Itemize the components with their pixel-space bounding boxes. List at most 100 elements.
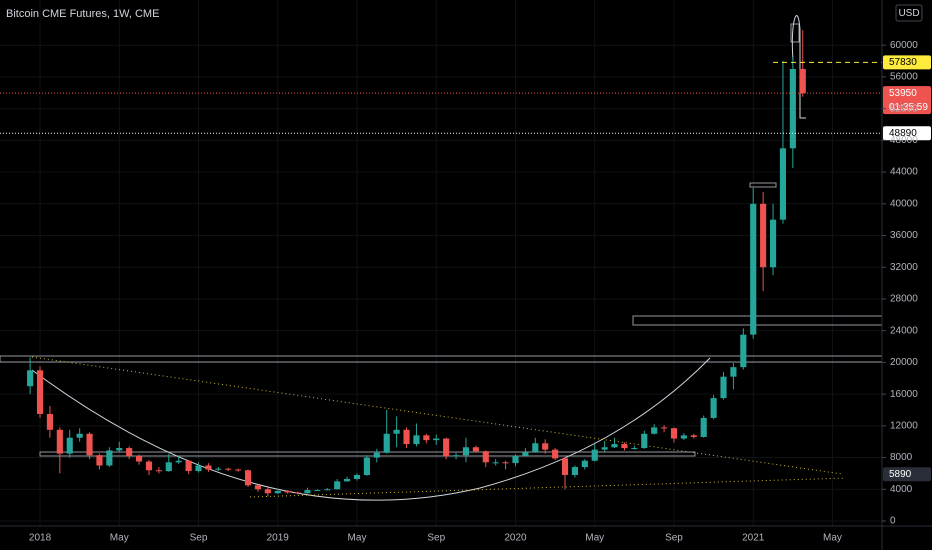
candle-body <box>106 450 113 466</box>
candle-body <box>145 461 153 471</box>
candle-body <box>403 429 410 445</box>
x-tick-label: Sep <box>190 533 208 544</box>
candle-body <box>353 475 361 479</box>
x-tick-label: May <box>110 533 129 544</box>
candle-body <box>155 470 162 472</box>
candle-body <box>264 489 271 494</box>
candle-body <box>740 334 747 368</box>
candle-body <box>86 433 93 456</box>
candle-body <box>393 429 400 434</box>
y-tick-label: 44000 <box>890 167 918 178</box>
candle-body <box>175 460 182 463</box>
candle-body <box>690 435 697 437</box>
price-tag <box>883 126 931 141</box>
candle-body <box>46 413 53 430</box>
candle-body <box>472 447 479 452</box>
countdown: 01:35:59 <box>889 102 928 113</box>
candle-body <box>314 490 321 492</box>
y-tick-label: 24000 <box>890 325 918 336</box>
candle-body <box>304 490 311 494</box>
candle-body <box>126 448 133 456</box>
x-tick-label: 2018 <box>29 533 52 544</box>
candle-body <box>294 492 301 494</box>
grid <box>0 0 882 526</box>
candle-body <box>373 452 380 458</box>
candle-body <box>482 451 489 463</box>
y-tick-label: 20000 <box>890 357 918 368</box>
candle-body <box>433 438 440 441</box>
y-tick-label: 52000 <box>890 103 918 114</box>
candle-body <box>383 433 390 453</box>
price-tag-label: 48890 <box>889 128 917 139</box>
candle-body <box>185 460 192 472</box>
y-tick-label: 56000 <box>890 72 918 83</box>
candle-body <box>512 455 519 464</box>
candle-body <box>611 444 618 448</box>
candle-body <box>760 203 767 268</box>
candle-body <box>571 467 578 476</box>
price-tag-label: 53950 <box>889 88 917 99</box>
candle-body <box>581 460 588 468</box>
price-tag-label: 5890 <box>889 469 912 480</box>
candle-body <box>413 435 420 445</box>
candle-body <box>651 427 658 434</box>
candle-body <box>284 490 291 493</box>
candle-body <box>799 68 806 94</box>
candle-body <box>641 433 648 449</box>
y-tick-label: 60000 <box>890 40 918 51</box>
candle-body <box>244 470 252 486</box>
y-tick-label: 4000 <box>890 484 913 495</box>
price-tag <box>883 55 931 70</box>
candle-body <box>96 455 103 466</box>
candles <box>27 30 806 497</box>
candle-body <box>136 455 143 462</box>
candle-body <box>443 438 450 456</box>
y-tick-label: 48000 <box>890 135 918 146</box>
candle-body <box>542 443 549 450</box>
currency[interactable]: USD <box>898 8 919 19</box>
candle-body <box>720 376 727 399</box>
x-tick-label: 2019 <box>267 533 290 544</box>
projection-curve <box>791 15 806 119</box>
trend-line <box>249 477 846 498</box>
y-tick-label: 28000 <box>890 294 918 305</box>
y-tick-label: 40000 <box>890 198 918 209</box>
y-tick-label: 0 <box>890 516 896 527</box>
chart-title: Bitcoin CME Futures, 1W, CME <box>6 8 159 20</box>
candle-body <box>700 417 707 437</box>
candle-body <box>235 469 242 471</box>
y-tick-label: 16000 <box>890 389 918 400</box>
candle-body <box>324 489 331 491</box>
candle-body <box>661 427 668 429</box>
candle-body <box>344 478 351 482</box>
candle-body <box>670 428 678 439</box>
candle-body <box>789 68 796 149</box>
candle-body <box>423 435 430 441</box>
candle-body <box>492 462 499 464</box>
x-tick-label: May <box>823 533 842 544</box>
candle-body <box>56 429 63 454</box>
candle-body <box>195 465 202 472</box>
x-tick-label: Sep <box>665 533 683 544</box>
candle-body <box>363 457 370 476</box>
candle-body <box>561 458 569 476</box>
candle-body <box>710 398 717 418</box>
candle-body <box>750 203 757 335</box>
x-tick-label: May <box>585 533 604 544</box>
x-tick-label: 2021 <box>742 533 765 544</box>
candle-body <box>225 468 232 470</box>
candle-body <box>66 437 73 454</box>
candle-body <box>532 443 539 453</box>
price-tag <box>883 86 931 115</box>
candle-body <box>27 370 34 387</box>
candle-body <box>552 449 559 459</box>
y-tick-label: 12000 <box>890 420 918 431</box>
candle-body <box>680 435 687 439</box>
price-lines: 57830 53950 01:35:59 48890 5890 <box>0 55 931 482</box>
candle-body <box>116 448 123 451</box>
candle-body <box>601 447 608 450</box>
currency-box[interactable] <box>895 4 923 22</box>
candle-body <box>591 449 598 461</box>
y-tick-label: 8000 <box>890 452 913 463</box>
